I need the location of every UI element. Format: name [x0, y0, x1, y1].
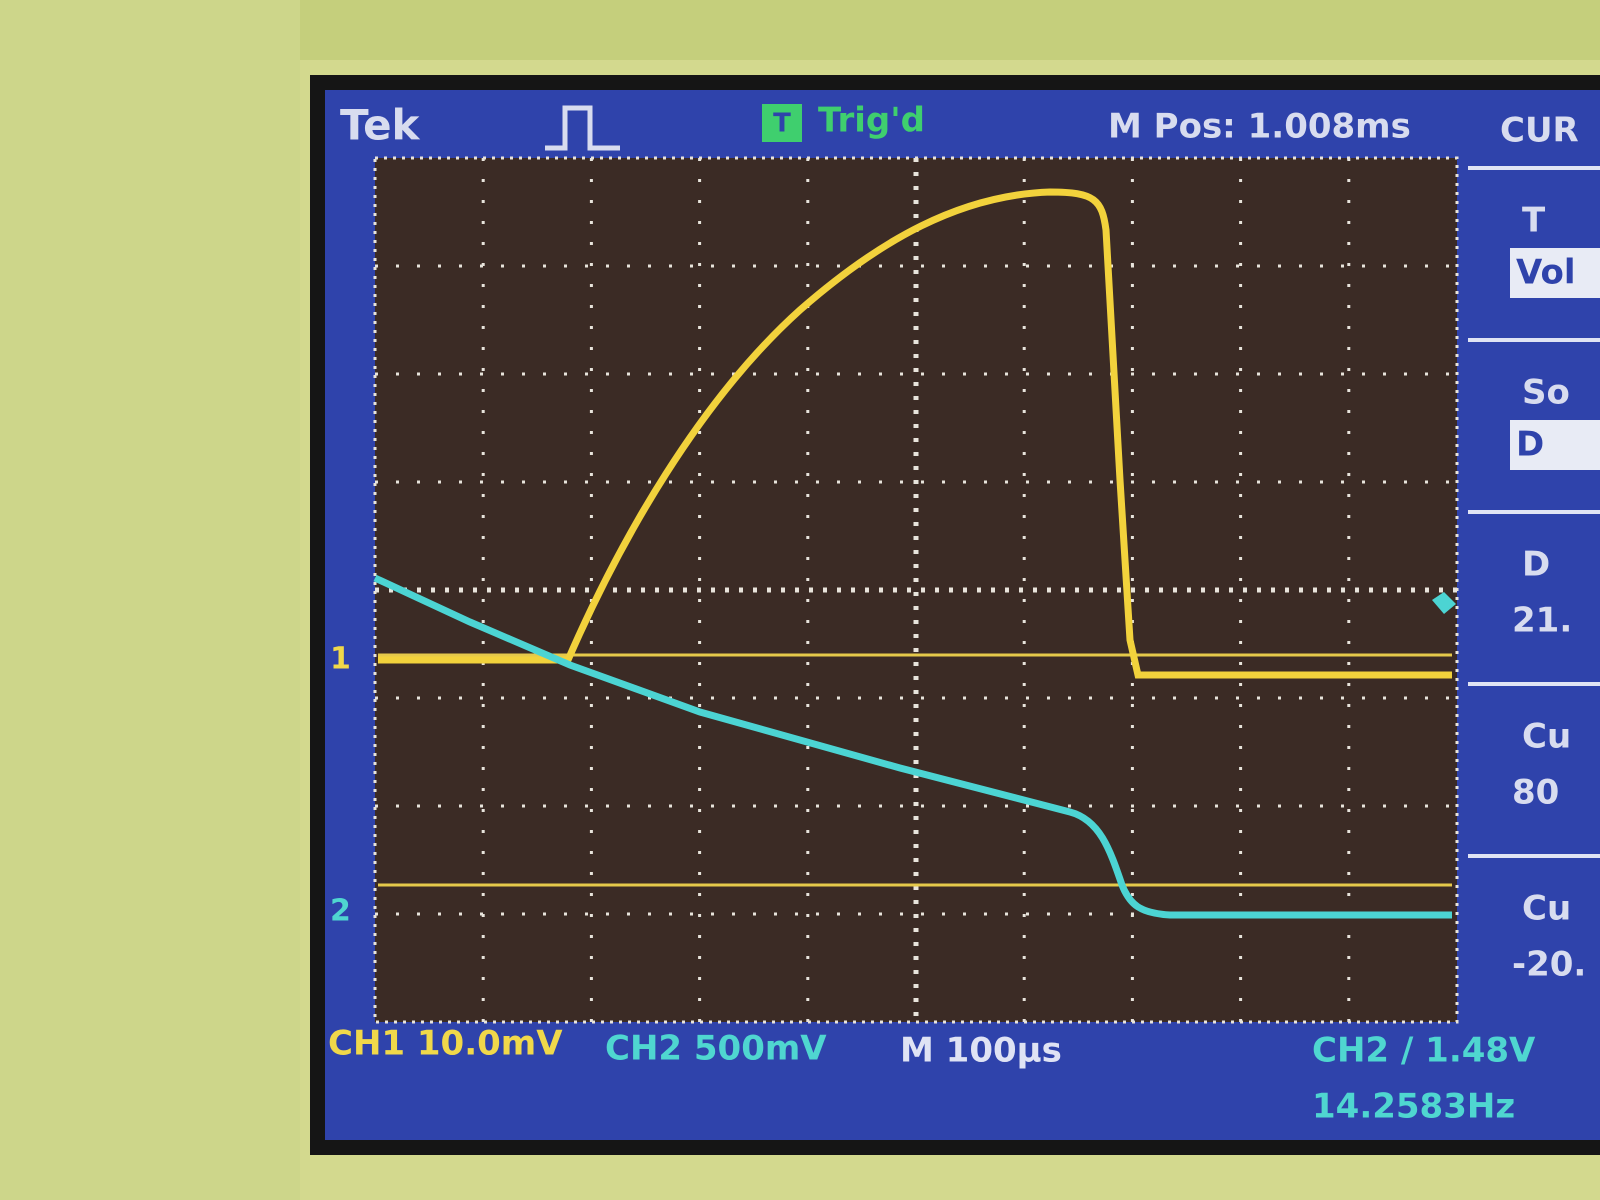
graticule-border [373, 156, 1459, 1024]
trigger-icon-box [762, 104, 802, 142]
menu-label: Cu [1522, 889, 1571, 929]
trigger-level-marker [1432, 592, 1456, 614]
menu-label: So [1522, 373, 1570, 413]
menu-value: D [1516, 425, 1544, 465]
ch2-scale: CH2 500mV [605, 1029, 827, 1069]
wall-left [0, 0, 300, 1200]
trigger-icon: T [773, 109, 791, 139]
ch1-marker: 1 [330, 642, 351, 677]
trigger-edge-icon [545, 105, 620, 151]
side-menu: T Vol So D D 21. Cu 80 Cu -20. [1468, 166, 1600, 985]
timebase: M 100µs [900, 1031, 1062, 1071]
menu-value-box [1510, 248, 1600, 298]
ch1-trace [378, 188, 1452, 679]
trigger-status: Trig'd [818, 101, 925, 141]
menu-label: Cu [1522, 717, 1571, 757]
menu-label: D [1522, 545, 1550, 585]
ch2-marker: 2 [330, 894, 351, 929]
menu-title: CUR [1500, 111, 1579, 151]
menu-value-box [1510, 420, 1600, 470]
horizontal-position: M Pos: 1.008ms [1108, 107, 1411, 147]
menu-value: -20. [1512, 945, 1586, 985]
brand: Tek [340, 101, 421, 150]
trigger-setting: CH2 / 1.48V [1312, 1031, 1536, 1071]
frequency: 14.2583Hz [1312, 1087, 1515, 1127]
ch2-trace [373, 574, 1452, 919]
menu-label: T [1522, 201, 1546, 241]
grid [375, 158, 1457, 1022]
menu-value: Vol [1516, 253, 1575, 293]
menu-value: 80 [1512, 773, 1559, 813]
menu-value: 21. [1512, 601, 1572, 641]
ch1-scale: CH1 10.0mV [328, 1024, 563, 1064]
